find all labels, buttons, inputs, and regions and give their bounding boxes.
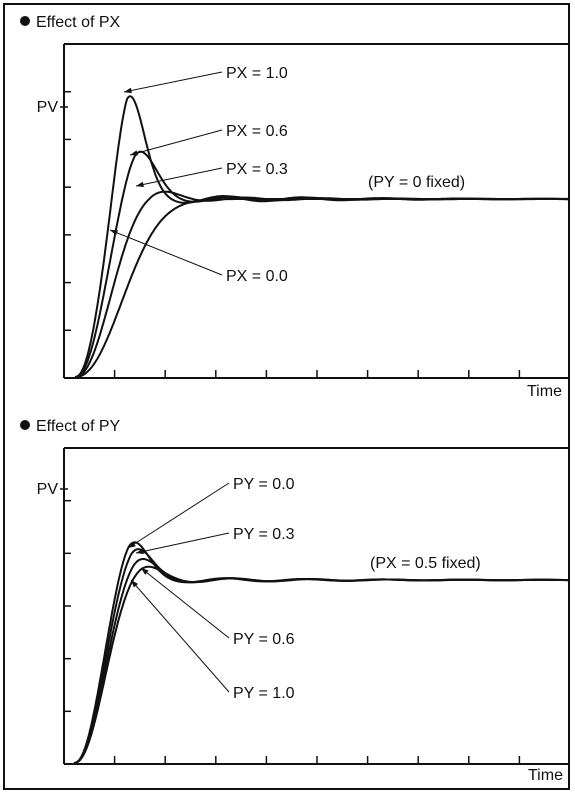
leader-line [135,532,230,554]
bullet-icon [20,16,30,26]
figure-frame [3,3,570,790]
leader-line [123,71,223,93]
arrowhead [110,230,118,236]
y-axis-label: PV [37,99,59,116]
series-label: PX = 0.6 [226,123,288,140]
arrowhead [131,580,139,588]
series-label: PY = 1.0 [233,685,295,702]
leader-line [109,229,223,276]
series-label: PX = 0.0 [226,268,288,285]
arrowhead [136,181,144,188]
chart1-title-container: Effect of PX [20,14,120,32]
series-label: PX = 1.0 [226,65,288,82]
arrowhead [128,541,136,548]
leader-line [129,129,223,156]
series-label: PY = 0.6 [233,631,295,648]
bullet-icon [20,420,30,430]
chart2-title: Effect of PY [36,418,121,435]
chart1-title: Effect of PX [36,14,121,31]
leader-line [127,482,230,549]
y-axis-label: PV [37,481,59,498]
arrowhead [124,87,132,94]
arrowhead [130,150,138,156]
arrowhead [136,548,144,555]
series-label: PY = 0.0 [233,476,295,493]
fixed-parameter-note: (PY = 0 fixed) [368,174,465,191]
series-label: PY = 0.3 [233,526,295,543]
series-line [73,565,570,764]
x-axis-label: Time [528,767,563,784]
arrowhead [141,568,149,575]
leader-line [140,567,230,639]
leader-line [135,167,223,187]
series-line [73,541,570,764]
series-label: PX = 0.3 [226,161,288,178]
chart2-title-container: Effect of PY [20,418,120,436]
leader-line [130,579,230,693]
series-line [75,198,570,378]
fixed-parameter-note: (PX = 0.5 fixed) [370,555,481,572]
series-line [73,558,570,764]
x-axis-label: Time [527,383,562,400]
